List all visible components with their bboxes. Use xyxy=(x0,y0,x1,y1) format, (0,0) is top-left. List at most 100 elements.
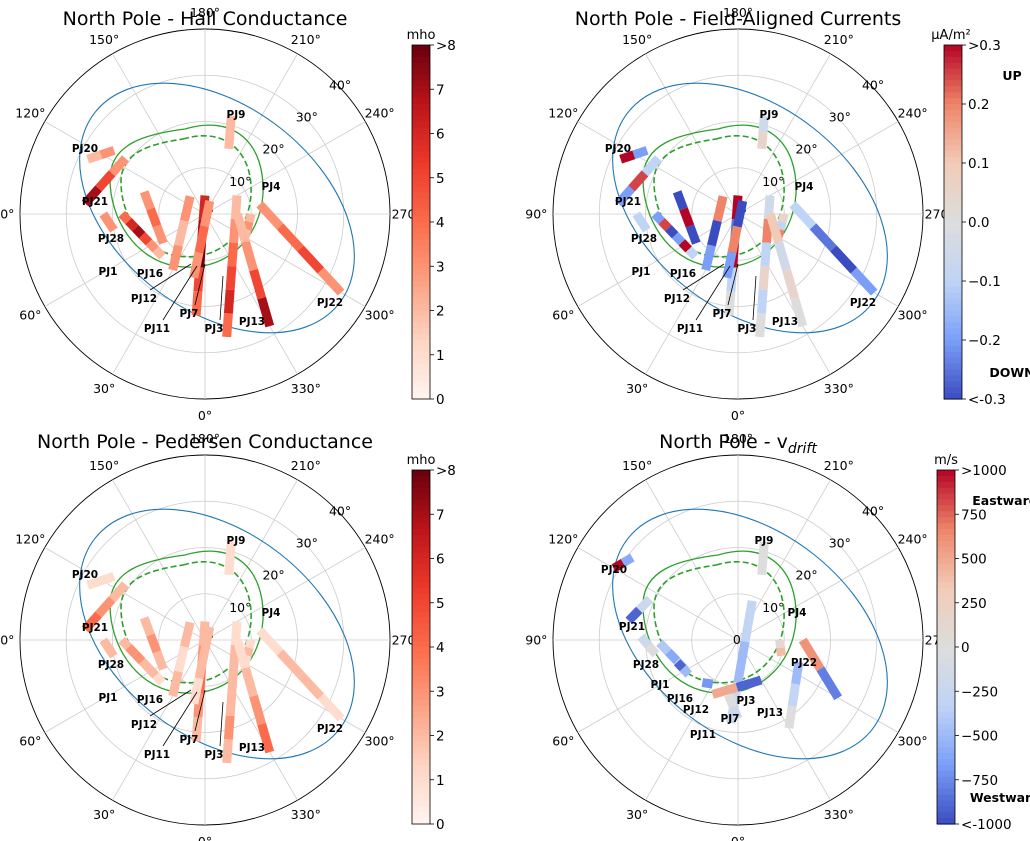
theta-tick-label: 90° xyxy=(525,633,547,648)
colorbar-band xyxy=(412,157,430,164)
colorbar-band xyxy=(944,363,962,371)
colorbar-band xyxy=(944,251,962,258)
colorbar-band xyxy=(944,239,962,247)
colorbar-band xyxy=(412,776,430,784)
colorbar-band xyxy=(944,74,962,81)
perijove-label: PJ22 xyxy=(791,657,817,669)
track-segment xyxy=(168,244,183,272)
colorbar-band xyxy=(937,723,955,731)
colorbar-band xyxy=(944,168,962,176)
colorbar-band xyxy=(944,50,962,58)
colorbar-band xyxy=(412,475,430,483)
colorbar-band xyxy=(412,163,430,170)
colorbar-tick-label: −250 xyxy=(961,684,998,700)
colorbar-band xyxy=(412,682,430,689)
colorbar-band xyxy=(937,523,955,530)
r-tick-label: 20° xyxy=(262,568,284,583)
theta-tick-label: 120° xyxy=(15,532,45,547)
colorbar-band xyxy=(412,788,430,796)
colorbar-band xyxy=(412,570,430,577)
colorbar-band xyxy=(412,481,430,489)
label-arrow xyxy=(727,263,739,306)
theta-tick-label: 30° xyxy=(626,807,648,822)
perijove-label: PJ28 xyxy=(633,659,659,671)
colorbar-band xyxy=(944,269,962,276)
outer-boundary xyxy=(612,82,888,334)
colorbar-band xyxy=(944,298,962,306)
grid-spoke xyxy=(112,213,206,375)
track-segment xyxy=(99,637,118,659)
track-segment xyxy=(656,639,672,655)
track-segment xyxy=(614,185,635,207)
track-segment xyxy=(257,722,275,754)
colorbar-band xyxy=(412,322,430,329)
track-segment xyxy=(168,670,183,698)
track-segment xyxy=(95,170,116,192)
colorbar-band xyxy=(412,540,430,548)
theta-tick-label: 330° xyxy=(824,807,854,822)
r-tick-label: 40° xyxy=(862,77,884,92)
perijove-label: PJ12 xyxy=(131,719,157,731)
colorbar-band xyxy=(937,493,955,501)
outer-boundary xyxy=(79,508,355,760)
track-segment xyxy=(787,683,800,707)
perijove-label: PJ16 xyxy=(137,268,163,280)
theta-tick-label: 240° xyxy=(365,106,395,121)
theta-tick-label: 0° xyxy=(198,834,212,841)
track-segment xyxy=(229,218,240,243)
colorbar-band xyxy=(412,711,430,719)
theta-tick-label: 90° xyxy=(525,207,547,222)
colorbar-band xyxy=(412,210,430,217)
track-segment xyxy=(229,644,240,669)
colorbar-band xyxy=(937,700,955,707)
colorbar-band xyxy=(937,570,955,577)
colorbar-band xyxy=(944,340,962,347)
colorbar-band xyxy=(412,499,430,506)
track-segment xyxy=(722,251,737,279)
label-arrow xyxy=(695,265,731,321)
chart-title: North Pole - Field-Aligned Currents xyxy=(575,8,902,30)
theta-tick-label: 210° xyxy=(824,458,854,473)
colorbar-band xyxy=(937,770,955,778)
track-segment xyxy=(249,694,266,726)
colorbar-band xyxy=(412,517,430,524)
track-segment xyxy=(789,201,817,230)
perijove-label: PJ12 xyxy=(664,293,690,305)
colorbar-band xyxy=(412,363,430,371)
grid-spoke xyxy=(737,53,831,215)
track-segment xyxy=(729,704,743,721)
colorbar-band xyxy=(944,275,962,282)
colorbar-band xyxy=(412,216,430,223)
colorbar-tick-label: 2 xyxy=(436,729,445,745)
colorbar-band xyxy=(412,50,430,58)
colorbar-band xyxy=(412,470,430,477)
theta-tick-label: 150° xyxy=(89,458,119,473)
colorbar-tick-label: 6 xyxy=(436,552,445,568)
colorbar-band xyxy=(944,369,962,376)
track-segment xyxy=(152,672,166,686)
perijove-label: PJ21 xyxy=(82,622,108,634)
label-arrow xyxy=(194,263,206,306)
colorbar-band xyxy=(412,658,430,666)
colorbar-band xyxy=(412,641,430,648)
colorbar-band xyxy=(412,770,430,778)
track-segment xyxy=(145,239,159,253)
grid-spoke xyxy=(577,121,739,215)
perijove-label: PJ13 xyxy=(239,316,265,328)
colorbar-band xyxy=(944,163,962,170)
track-segment xyxy=(790,296,808,328)
track-segment xyxy=(775,639,786,649)
track-segment xyxy=(233,638,250,670)
perijove-label: PJ13 xyxy=(757,707,783,719)
track-segment xyxy=(685,224,701,245)
track-segment xyxy=(241,240,258,272)
colorbar-band xyxy=(412,564,430,571)
perijove-label: PJ3 xyxy=(737,695,756,707)
track-segment xyxy=(200,200,215,228)
track-segment xyxy=(758,115,769,133)
colorbar-band xyxy=(937,806,955,813)
perijove-label: PJ3 xyxy=(738,323,757,335)
theta-tick-label: 120° xyxy=(548,106,578,121)
colorbar-top-note: Eastward xyxy=(972,493,1030,508)
theta-tick-label: 180° xyxy=(190,5,220,20)
